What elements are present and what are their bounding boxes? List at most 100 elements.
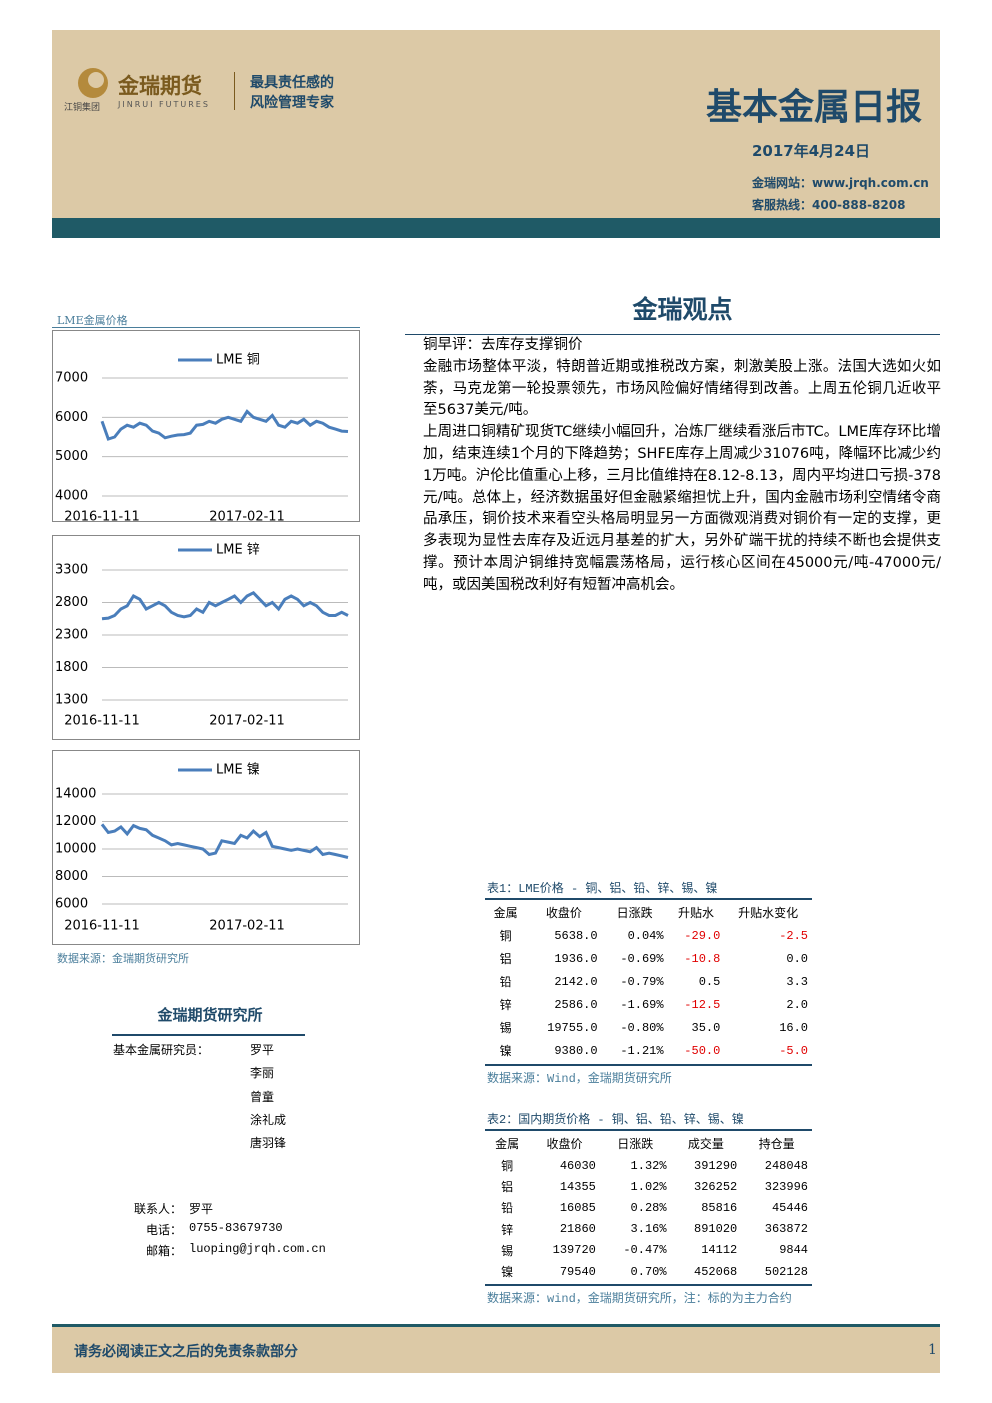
table-cell: 0.28%: [630, 1200, 667, 1215]
divider: [234, 72, 235, 110]
table-source: 数据来源：wind，金瑞期货研究所，注：标的为主力合约: [487, 1292, 792, 1306]
y-tick-label: 2300: [55, 628, 88, 643]
table-row: 铅 2142.0 -0.79% 0.5 3.3: [485, 970, 812, 993]
researcher: 曾童: [250, 1089, 275, 1104]
column-header: 成交量: [687, 1138, 724, 1152]
table-cell: 0.70%: [630, 1264, 667, 1279]
group-name: 江铜集团: [64, 103, 101, 113]
y-tick-label: 3300: [55, 563, 88, 578]
table-cell: 891020: [694, 1222, 738, 1237]
chart-frame: [52, 535, 360, 740]
table-row: 铝 1936.0 -0.69% -10.8 0.0: [485, 947, 812, 970]
y-tick-label: 10000: [55, 842, 96, 857]
series-line: [100, 823, 349, 859]
y-tick-label: 6000: [55, 410, 88, 425]
legend-label: LME 铜: [216, 353, 260, 368]
paragraph: 金融市场整体平淡，特朗普近期或推税改方案，刺激美股上涨。法国大选如火如荼，马克龙…: [423, 358, 941, 419]
table-row: 锌 2586.0 -1.69% -12.5 2.0: [485, 993, 812, 1016]
column-header: 金属: [493, 907, 518, 921]
table-cell: 14112: [701, 1243, 738, 1258]
table-cell: 16.0: [779, 1020, 808, 1035]
table-cell: 1936.0: [554, 951, 598, 966]
y-tick-label: 2800: [55, 595, 88, 610]
contact-label: 联系人：: [133, 1203, 182, 1217]
header-band: [52, 30, 940, 220]
rule: [485, 1064, 812, 1066]
table-cell: 14355: [559, 1179, 596, 1194]
table-cell: 9380.0: [554, 1043, 598, 1058]
sidebar-label: LME金属价格: [57, 314, 128, 327]
rule: [485, 1284, 812, 1286]
x-tick-label: 2017-02-11: [209, 510, 285, 523]
researcher: 唐羽锋: [250, 1136, 287, 1151]
website: 金瑞网站：www.jrqh.com.cn: [752, 176, 929, 190]
table-cell: 铝: [499, 953, 512, 967]
table-cell: -1.69%: [620, 997, 664, 1012]
table-cell: -50.0: [684, 1043, 721, 1058]
column-header: 持仓量: [758, 1138, 795, 1152]
report-date: 2017年4月24日: [752, 142, 871, 160]
opinion-title: 金瑞观点: [632, 295, 733, 324]
rule: [112, 1034, 305, 1036]
table-cell: 323996: [764, 1179, 808, 1194]
y-tick-label: 1800: [55, 660, 88, 675]
data-table: 金属 收盘价 日涨跌 成交量 持仓量铜 46030 1.32% 391290 248048 铝 14…: [485, 1132, 812, 1282]
column-header: 金属: [495, 1138, 520, 1152]
table-cell: -0.79%: [620, 974, 664, 989]
column-header: 收盘价: [546, 1138, 583, 1152]
table-cell: 3.3: [786, 974, 808, 989]
chart-frame: [52, 750, 360, 945]
contact-value: 0755-83679730: [189, 1221, 283, 1235]
rule: [405, 334, 940, 335]
table-cell: 9844: [779, 1243, 808, 1258]
footer-band: [52, 1327, 940, 1373]
table-cell: 21860: [559, 1222, 596, 1237]
table-cell: 3.16%: [630, 1222, 667, 1237]
table-cell: 5638.0: [554, 928, 598, 943]
table-cell: 锡: [501, 1244, 514, 1259]
y-tick-label: 4000: [55, 489, 88, 504]
table-cell: 锌: [499, 999, 512, 1013]
column-header: 升贴水变化: [738, 907, 799, 921]
table-caption: 表1：LME价格 - 铜、铝、铅、锌、锡、镍: [487, 882, 718, 896]
table-row: 镍 9380.0 -1.21% -50.0 -5.0: [485, 1039, 812, 1062]
x-tick-label: 2016-11-11: [64, 510, 140, 523]
x-tick-label: 2016-11-11: [64, 919, 140, 934]
paragraph: 铜早评：去库存支撑铜价: [423, 337, 583, 353]
header-row: 金属 收盘价 日涨跌 成交量 持仓量: [485, 1132, 812, 1155]
institute-title: 金瑞期货研究所: [157, 1006, 263, 1024]
logo-text: 金瑞期货: [118, 74, 202, 98]
table-cell: 248048: [764, 1158, 808, 1173]
table-row: 锡 139720 -0.47% 14112 9844: [485, 1240, 812, 1261]
table-cell: 锌: [501, 1223, 514, 1238]
table-cell: 85816: [701, 1200, 738, 1215]
opinion-body: 铜早评：去库存支撑铜价金融市场整体平淡，特朗普近期或推税改方案，刺激美股上涨。法…: [423, 335, 941, 597]
table-cell: 0.0: [786, 951, 808, 966]
table-cell: 46030: [559, 1158, 596, 1173]
chart: 1300 1800 2300 2800 3300 2016-11-11 2017-02-11…: [52, 535, 360, 740]
slogan: 风险管理专家: [250, 95, 334, 111]
table-cell: 45446: [771, 1200, 808, 1215]
hotline: 客服热线：400-888-8208: [752, 198, 906, 212]
table-cell: 326252: [694, 1179, 738, 1194]
header-row: 金属 收盘价 日涨跌 升贴水 升贴水变化: [485, 901, 812, 924]
y-tick-label: 8000: [55, 869, 88, 884]
paragraph: 上周进口铜精矿现货TC继续小幅回升，冶炼厂继续看涨后市TC。LME库存环比增加，…: [423, 424, 941, 593]
table-cell: 铜: [499, 930, 512, 944]
researcher: 李丽: [250, 1066, 275, 1081]
table-cell: -0.47%: [623, 1243, 667, 1258]
data-table: 金属 收盘价 日涨跌 升贴水 升贴水变化铜 5638.0 0.04% -29.0 -2.5 铝 19…: [485, 901, 812, 1062]
x-tick-label: 2016-11-11: [64, 714, 140, 729]
table-row: 镍 79540 0.70% 452068 502128: [485, 1261, 812, 1282]
role: 基本金属研究员：: [113, 1044, 210, 1058]
logo-icon: [78, 68, 108, 98]
table-cell: 35.0: [691, 1020, 721, 1035]
table-cell: -29.0: [684, 928, 721, 943]
table-cell: -0.80%: [620, 1020, 664, 1035]
contact-label: 邮箱：: [145, 1245, 182, 1259]
table-cell: -5.0: [779, 1043, 808, 1058]
contact-value: 罗平: [189, 1203, 214, 1217]
table-row: 铝 14355 1.02% 326252 323996: [485, 1176, 812, 1197]
y-tick-label: 5000: [55, 449, 88, 464]
